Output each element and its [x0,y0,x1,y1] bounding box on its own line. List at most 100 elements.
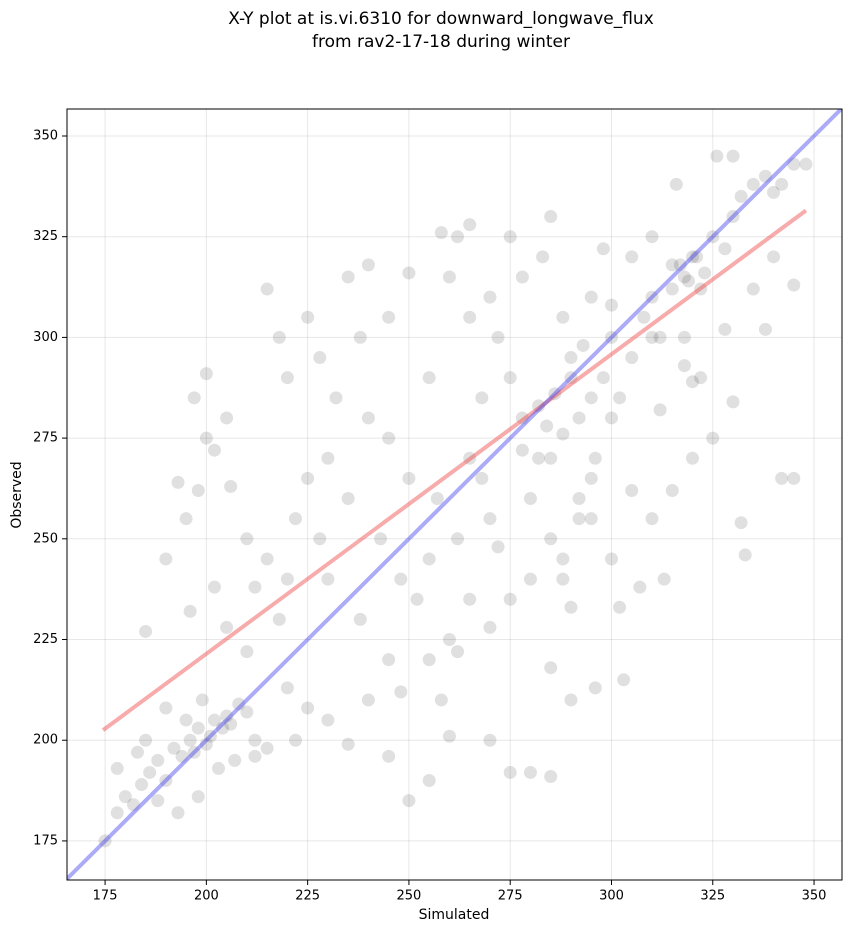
point [645,330,659,344]
point [135,778,149,792]
point [402,471,416,485]
point [159,701,173,715]
point [118,790,132,804]
point [686,375,700,389]
point [503,230,517,244]
trend-line [67,109,842,880]
point [536,250,550,264]
point [556,552,570,566]
point [126,798,140,812]
point [515,411,529,425]
point [483,512,497,526]
point [673,258,687,272]
point [463,218,477,232]
point [402,794,416,808]
y-tick-label: 250 [33,531,58,546]
point [483,290,497,304]
point [313,532,327,546]
point [734,516,748,530]
point [767,250,781,264]
point [726,395,740,409]
point [260,282,274,296]
point [422,371,436,385]
point [625,483,639,497]
x-axis-label: Simulated [419,907,490,923]
point [503,765,517,779]
point [653,330,667,344]
point [260,552,274,566]
point [143,765,157,779]
point [523,572,537,586]
point [179,512,193,526]
point [199,431,213,445]
y-tick-label: 300 [33,330,58,345]
point [248,733,262,747]
point [98,834,112,848]
point [171,806,185,820]
y-tick-label: 200 [33,733,58,748]
point [515,443,529,457]
point [207,713,221,727]
point [171,475,185,489]
point [248,580,262,594]
point [212,761,226,775]
y-tick-label: 175 [33,833,58,848]
point [321,451,335,465]
x-tick-label: 350 [802,889,827,904]
point [584,391,598,405]
trend-line [101,208,808,732]
point [556,572,570,586]
point [544,451,558,465]
point [690,250,704,264]
point [645,512,659,526]
point [799,157,813,171]
point [523,765,537,779]
point [240,705,254,719]
y-tick-label: 225 [33,632,58,647]
point [183,604,197,618]
point [625,250,639,264]
point [463,310,477,324]
point [301,310,315,324]
point [694,282,708,296]
point [544,661,558,675]
point [288,733,302,747]
point [220,620,234,634]
point [491,540,505,554]
point [187,745,201,759]
point [374,532,388,546]
point [195,693,209,707]
point [110,806,124,820]
point [738,548,752,562]
point [382,431,396,445]
point [572,492,586,506]
x-tick-label: 175 [93,889,118,904]
point [787,471,801,485]
point [463,451,477,465]
point [203,729,217,743]
y-tick-label: 325 [33,229,58,244]
point [677,330,691,344]
point [394,572,408,586]
point [301,471,315,485]
x-tick-label: 250 [397,889,422,904]
point [382,310,396,324]
point [572,512,586,526]
point [665,258,679,272]
point [596,242,610,256]
point [645,230,659,244]
point [199,737,213,751]
point [564,351,578,365]
point [588,451,602,465]
point [442,633,456,647]
point [734,189,748,203]
point [669,177,683,191]
point [248,749,262,763]
point [694,371,708,385]
point [746,177,760,191]
point [288,512,302,526]
point [321,713,335,727]
point [775,471,789,485]
point [110,761,124,775]
